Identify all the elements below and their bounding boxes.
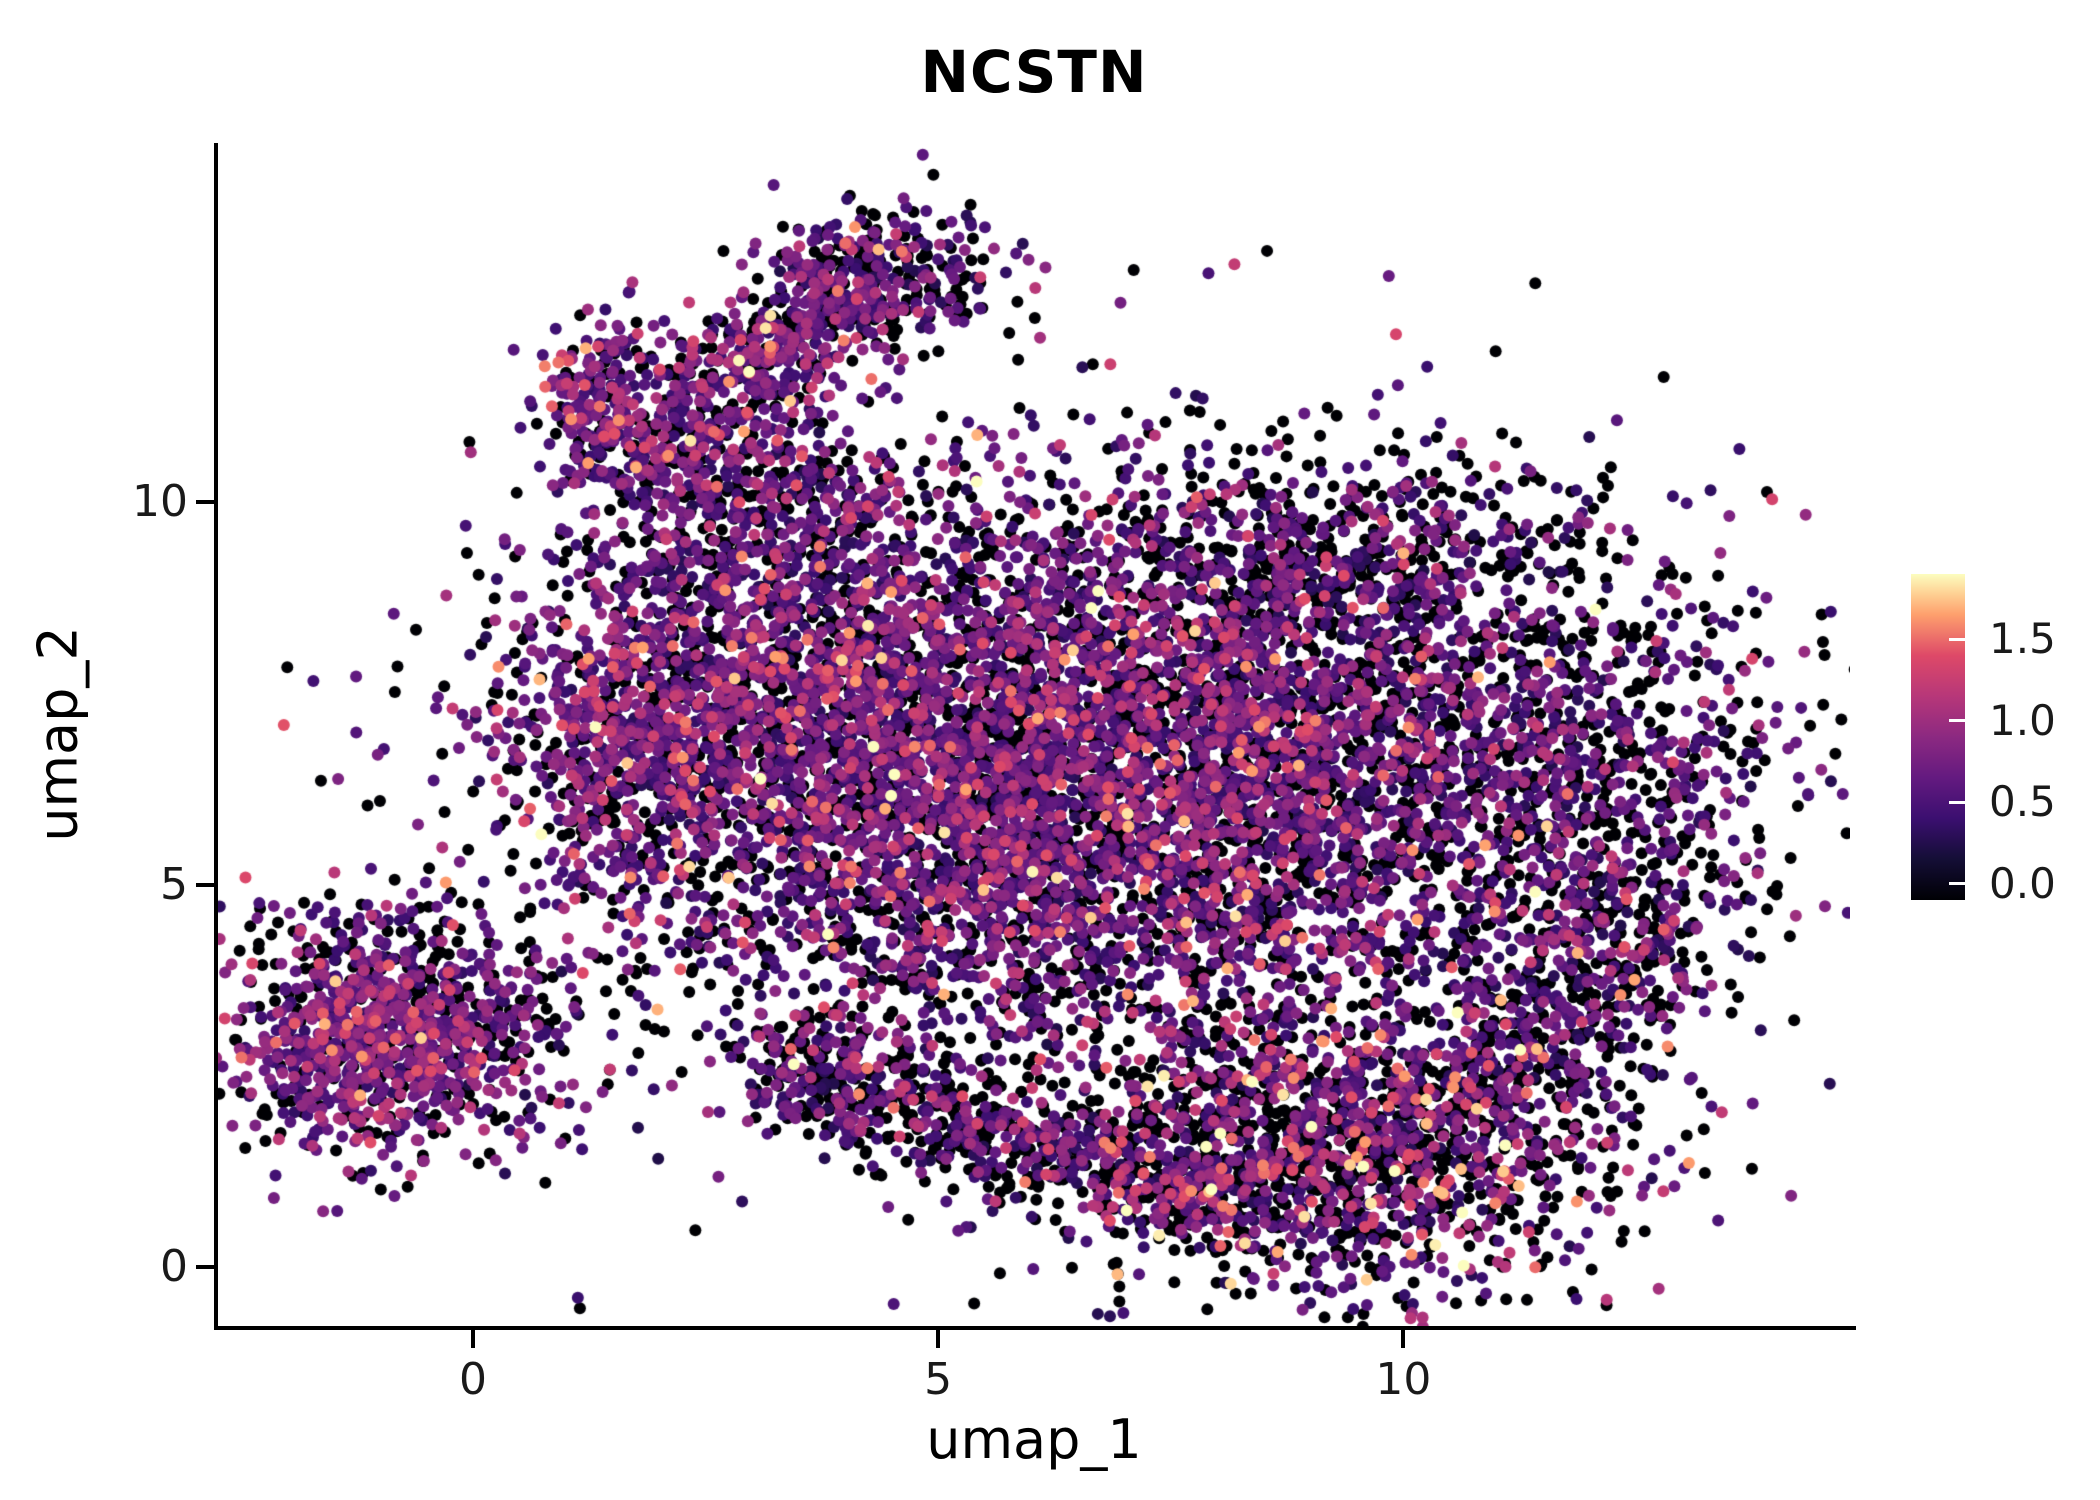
x-tick-mark xyxy=(1401,1330,1406,1348)
x-axis-label: umap_1 xyxy=(926,1408,1142,1471)
colorbar-tick-mark xyxy=(1949,882,1965,886)
colorbar-tick-label: 0.0 xyxy=(1989,858,2056,908)
colorbar-tick-label: 0.5 xyxy=(1989,777,2056,827)
colorbar-tick-label: 1.5 xyxy=(1989,614,2056,664)
y-tick-label: 10 xyxy=(132,476,188,528)
x-tick-label: 10 xyxy=(1375,1354,1432,1405)
y-tick-label: 0 xyxy=(160,1241,188,1293)
colorbar-tick-mark xyxy=(1949,719,1965,723)
x-axis-line xyxy=(214,1326,1856,1330)
plot-area xyxy=(218,143,1850,1326)
colorbar-legend xyxy=(1911,574,1965,900)
x-tick-label: 5 xyxy=(924,1354,953,1405)
colorbar-gradient xyxy=(1911,574,1965,900)
y-tick-mark xyxy=(196,882,214,887)
y-axis-line xyxy=(214,143,218,1330)
colorbar-tick-label: 1.0 xyxy=(1989,695,2056,745)
chart-title: NCSTN xyxy=(920,38,1148,106)
x-tick-mark xyxy=(470,1330,475,1348)
x-tick-label: 0 xyxy=(458,1354,487,1405)
y-tick-label: 5 xyxy=(160,858,188,910)
colorbar-tick-mark xyxy=(1949,637,1965,641)
y-tick-mark xyxy=(196,500,214,505)
umap-scatter-canvas xyxy=(218,143,1850,1326)
y-tick-mark xyxy=(196,1265,214,1270)
x-tick-mark xyxy=(936,1330,941,1348)
y-axis-label: umap_2 xyxy=(26,626,90,842)
colorbar-tick-mark xyxy=(1949,800,1965,804)
